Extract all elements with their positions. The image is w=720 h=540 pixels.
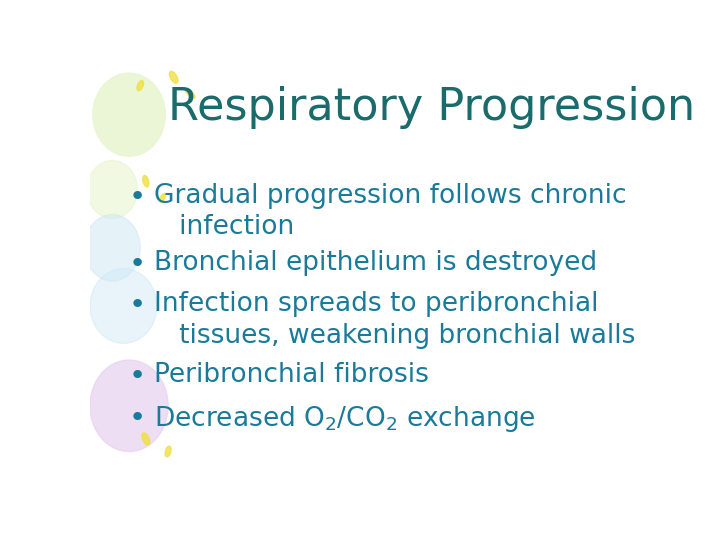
Ellipse shape <box>165 446 171 457</box>
Text: •: • <box>129 404 146 431</box>
Ellipse shape <box>87 160 138 219</box>
Text: Bronchial epithelium is destroyed: Bronchial epithelium is destroyed <box>154 250 598 276</box>
Text: Peribronchial fibrosis: Peribronchial fibrosis <box>154 362 429 388</box>
Text: Infection spreads to peribronchial: Infection spreads to peribronchial <box>154 292 598 318</box>
Text: •: • <box>129 250 146 278</box>
Text: •: • <box>129 292 146 320</box>
Text: infection: infection <box>154 214 294 240</box>
Text: Gradual progression follows chronic: Gradual progression follows chronic <box>154 183 627 210</box>
Ellipse shape <box>142 433 150 445</box>
Text: tissues, weakening bronchial walls: tissues, weakening bronchial walls <box>154 322 636 349</box>
Text: •: • <box>129 183 146 211</box>
Ellipse shape <box>137 80 143 91</box>
Ellipse shape <box>186 90 195 98</box>
Ellipse shape <box>84 214 140 281</box>
Ellipse shape <box>90 268 157 343</box>
Text: Respiratory Progression: Respiratory Progression <box>168 85 696 129</box>
Ellipse shape <box>169 71 178 83</box>
Ellipse shape <box>143 176 149 187</box>
Text: •: • <box>129 362 146 390</box>
Ellipse shape <box>90 360 168 451</box>
Text: Decreased $\mathregular{O_2}$/CO$\mathregular{_2}$ exchange: Decreased $\mathregular{O_2}$/CO$\mathre… <box>154 404 536 434</box>
Ellipse shape <box>160 193 166 202</box>
Ellipse shape <box>93 73 166 156</box>
